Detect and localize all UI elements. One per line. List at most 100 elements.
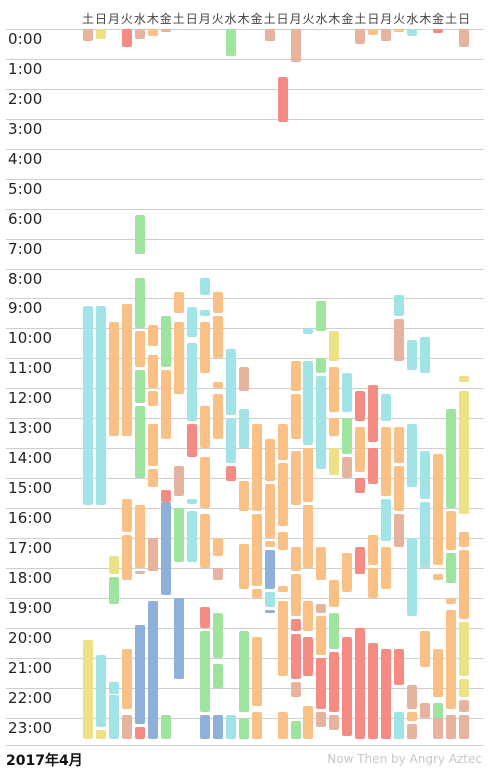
activity-block[interactable] bbox=[199, 457, 210, 509]
activity-block[interactable] bbox=[238, 367, 249, 392]
activity-block[interactable] bbox=[264, 439, 275, 482]
activity-block[interactable] bbox=[381, 29, 392, 41]
activity-block[interactable] bbox=[264, 609, 275, 613]
activity-block[interactable] bbox=[342, 373, 353, 413]
activity-block[interactable] bbox=[212, 382, 223, 389]
activity-block[interactable] bbox=[459, 678, 470, 697]
activity-block[interactable] bbox=[407, 340, 418, 371]
activity-block[interactable] bbox=[446, 609, 457, 709]
activity-block[interactable] bbox=[160, 714, 171, 739]
activity-block[interactable] bbox=[134, 505, 145, 568]
activity-block[interactable] bbox=[368, 448, 379, 485]
activity-block[interactable] bbox=[277, 600, 288, 676]
activity-block[interactable] bbox=[329, 331, 340, 362]
activity-block[interactable] bbox=[303, 600, 314, 631]
activity-block[interactable] bbox=[121, 367, 132, 431]
activity-block[interactable] bbox=[394, 319, 405, 362]
activity-block[interactable] bbox=[121, 499, 132, 532]
activity-block[interactable] bbox=[407, 424, 418, 488]
activity-block[interactable] bbox=[186, 424, 197, 458]
activity-block[interactable] bbox=[277, 585, 288, 592]
activity-block[interactable] bbox=[199, 322, 210, 374]
activity-block[interactable] bbox=[134, 370, 145, 404]
activity-block[interactable] bbox=[407, 723, 418, 739]
activity-block[interactable] bbox=[264, 591, 275, 607]
activity-block[interactable] bbox=[134, 277, 145, 329]
activity-block[interactable] bbox=[381, 394, 392, 422]
activity-block[interactable] bbox=[212, 394, 223, 440]
activity-block[interactable] bbox=[446, 511, 457, 550]
activity-block[interactable] bbox=[160, 29, 171, 32]
activity-block[interactable] bbox=[368, 29, 379, 35]
activity-block[interactable] bbox=[420, 502, 431, 568]
activity-block[interactable] bbox=[134, 624, 145, 724]
activity-block[interactable] bbox=[420, 451, 431, 500]
activity-block[interactable] bbox=[238, 717, 249, 739]
activity-block[interactable] bbox=[83, 305, 93, 506]
activity-block[interactable] bbox=[173, 292, 184, 314]
activity-block[interactable] bbox=[277, 424, 288, 461]
activity-block[interactable] bbox=[199, 514, 210, 568]
activity-block[interactable] bbox=[83, 29, 93, 41]
activity-block[interactable] bbox=[394, 427, 405, 464]
activity-block[interactable] bbox=[147, 600, 158, 739]
activity-block[interactable] bbox=[212, 663, 223, 688]
activity-block[interactable] bbox=[147, 29, 158, 37]
activity-block[interactable] bbox=[251, 588, 262, 598]
activity-block[interactable] bbox=[459, 531, 470, 547]
activity-block[interactable] bbox=[459, 549, 470, 619]
activity-block[interactable] bbox=[264, 484, 275, 538]
activity-block[interactable] bbox=[277, 531, 288, 550]
activity-block[interactable] bbox=[173, 597, 184, 679]
activity-block[interactable] bbox=[394, 711, 405, 739]
activity-block[interactable] bbox=[329, 579, 340, 607]
activity-block[interactable] bbox=[433, 29, 444, 34]
activity-block[interactable] bbox=[147, 391, 158, 407]
activity-block[interactable] bbox=[303, 448, 314, 503]
activity-block[interactable] bbox=[290, 720, 301, 739]
activity-block[interactable] bbox=[212, 292, 223, 314]
activity-block[interactable] bbox=[108, 555, 119, 574]
activity-block[interactable] bbox=[121, 534, 132, 580]
activity-block[interactable] bbox=[316, 711, 327, 727]
activity-block[interactable] bbox=[329, 612, 340, 649]
activity-block[interactable] bbox=[420, 337, 431, 374]
activity-block[interactable] bbox=[238, 543, 249, 589]
activity-block[interactable] bbox=[212, 612, 223, 658]
activity-block[interactable] bbox=[251, 711, 262, 739]
activity-block[interactable] bbox=[407, 537, 418, 616]
activity-block[interactable] bbox=[121, 29, 132, 47]
activity-block[interactable] bbox=[199, 714, 210, 739]
activity-block[interactable] bbox=[108, 681, 119, 694]
activity-block[interactable] bbox=[394, 648, 405, 685]
activity-block[interactable] bbox=[316, 615, 327, 655]
activity-block[interactable] bbox=[225, 349, 236, 416]
activity-block[interactable] bbox=[381, 499, 392, 541]
activity-block[interactable] bbox=[264, 29, 275, 41]
activity-block[interactable] bbox=[199, 606, 210, 628]
activity-block[interactable] bbox=[160, 316, 171, 368]
activity-block[interactable] bbox=[277, 711, 288, 739]
activity-block[interactable] bbox=[264, 549, 275, 589]
activity-block[interactable] bbox=[238, 630, 249, 712]
activity-block[interactable] bbox=[225, 714, 236, 739]
activity-block[interactable] bbox=[95, 305, 106, 506]
activity-block[interactable] bbox=[381, 648, 392, 739]
activity-block[interactable] bbox=[290, 546, 301, 571]
activity-block[interactable] bbox=[290, 29, 301, 62]
activity-block[interactable] bbox=[199, 630, 210, 712]
activity-block[interactable] bbox=[407, 711, 418, 721]
activity-block[interactable] bbox=[355, 627, 366, 739]
activity-block[interactable] bbox=[446, 597, 457, 604]
activity-block[interactable] bbox=[199, 406, 210, 449]
activity-block[interactable] bbox=[186, 307, 197, 338]
activity-block[interactable] bbox=[407, 29, 418, 37]
activity-block[interactable] bbox=[420, 702, 431, 718]
activity-block[interactable] bbox=[381, 427, 392, 497]
activity-block[interactable] bbox=[446, 552, 457, 583]
activity-block[interactable] bbox=[303, 505, 314, 568]
activity-block[interactable] bbox=[186, 343, 197, 422]
activity-block[interactable] bbox=[147, 424, 158, 467]
activity-block[interactable] bbox=[368, 534, 379, 565]
activity-block[interactable] bbox=[329, 418, 340, 437]
